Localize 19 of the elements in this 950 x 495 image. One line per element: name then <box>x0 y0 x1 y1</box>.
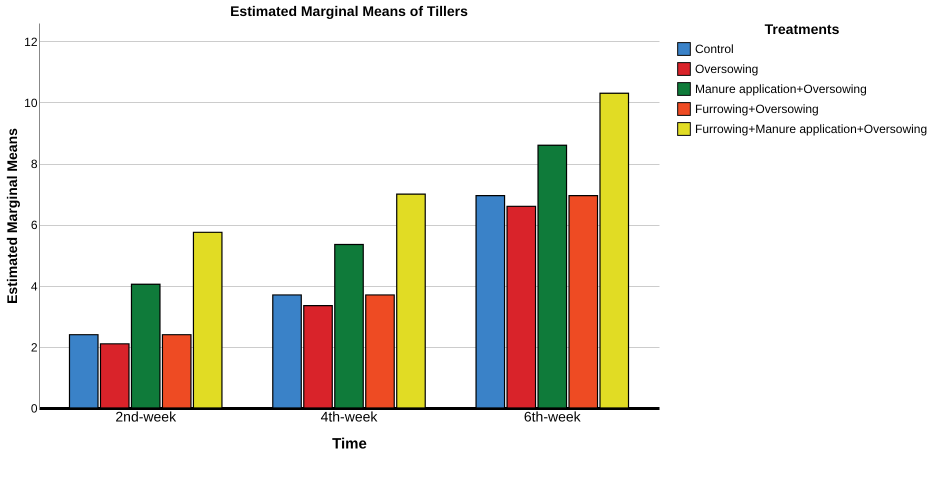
y-tick-label: 4 <box>30 279 38 294</box>
y-tick-label: 10 <box>24 96 38 110</box>
x-tick-label: 6th-week <box>524 408 582 424</box>
y-tick-label: 0 <box>30 402 38 416</box>
y-tick-label: 6 <box>30 218 38 232</box>
y-tick-label: 8 <box>30 157 38 172</box>
y-axis-title: Estimated Marginal Means <box>4 128 20 304</box>
x-tick-label: 4th-week <box>320 408 378 424</box>
y-tick-label: 2 <box>30 340 38 354</box>
legend-label: Manure application+Oversowing <box>695 82 867 96</box>
legend-title: Treatments <box>764 21 840 37</box>
x-axis-title: Time <box>332 436 367 452</box>
legend-label: Oversowing <box>695 62 758 76</box>
legend-label: Furrowing+Manure application+Oversowing <box>695 122 928 136</box>
x-tick-label: 2nd-week <box>115 408 178 424</box>
legend-label: Furrowing+Oversowing <box>695 102 819 116</box>
legend-label: Control <box>695 42 734 56</box>
y-tick-label: 12 <box>24 34 38 49</box>
chart-title: Estimated Marginal Means of Tillers <box>230 3 468 19</box>
